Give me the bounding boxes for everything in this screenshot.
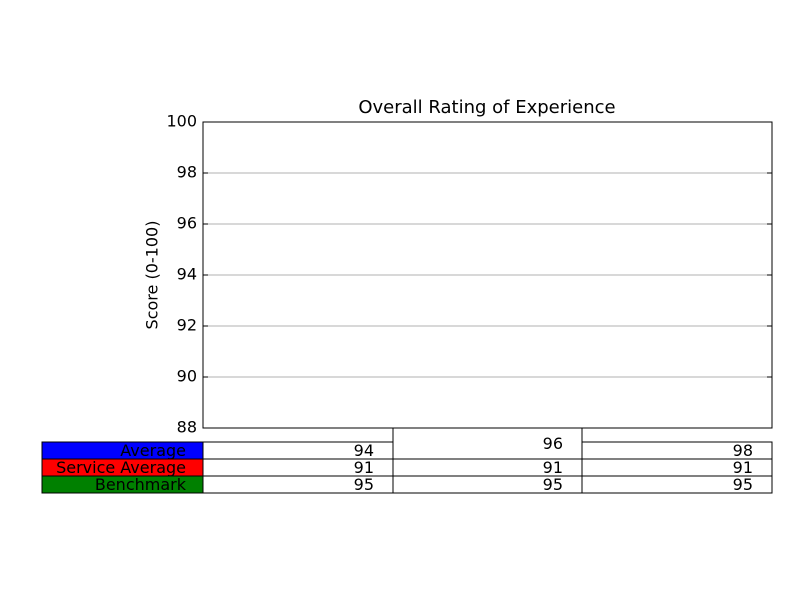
y-tick-label: 96 <box>177 214 197 233</box>
cell-value: 91 <box>543 458 563 477</box>
y-tick-label: 88 <box>177 418 197 437</box>
y-axis-label: Score (0-100) <box>143 221 162 330</box>
y-tick-label: 90 <box>177 367 197 386</box>
cell-value: 91 <box>733 458 753 477</box>
cell-value: 95 <box>733 475 753 494</box>
chart-title: Overall Rating of Experience <box>358 97 615 118</box>
table-cell <box>581 475 773 494</box>
row-label: Service Average <box>56 458 186 477</box>
cell-value: 96 <box>543 434 563 453</box>
y-tick-label: 94 <box>177 265 197 284</box>
cell-value: 94 <box>354 441 374 460</box>
cell-value: 91 <box>354 458 374 477</box>
y-tick-label: 98 <box>177 163 197 182</box>
row-label: Average <box>120 441 186 460</box>
cell-value: 98 <box>733 441 753 460</box>
y-tick-label: 100 <box>166 112 197 131</box>
row-label: Benchmark <box>95 475 187 494</box>
cell-value: 95 <box>354 475 374 494</box>
y-tick-label: 92 <box>177 316 197 335</box>
cell-value: 95 <box>543 475 563 494</box>
table-cell <box>392 427 583 460</box>
